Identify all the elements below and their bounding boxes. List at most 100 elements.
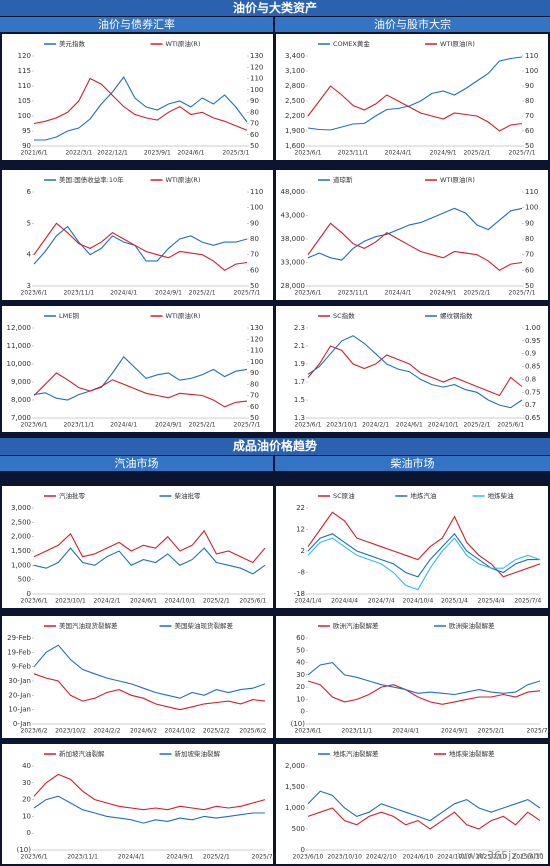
y-tick-label: 3,000 [11,504,31,512]
x-tick-label: 2023/11/1 [341,728,372,735]
x-tick-label: 2024/7/4 [368,598,395,605]
chart-panel [276,306,548,432]
x-tick-label: 2024/9/1 [430,150,457,157]
x-tick-label: 2024/9/1 [155,422,182,429]
x-tick-label: 2023/6/1 [295,290,322,297]
y-tick-label: 105 [18,97,31,105]
y-tick-label: 100 [18,112,31,120]
y2-tick-label: 110 [525,188,538,196]
x-tick-label: 2025/2/2 [203,728,230,735]
legend-label: SC原油 [333,491,355,500]
y-tick-label: 33,000 [281,259,306,267]
legend-label: WTI原油(R) [440,175,475,184]
y-tick-label: 12,000 [7,324,32,332]
x-tick-label: 2024/4/4 [331,598,358,605]
y-tick-label: 1,500 [285,783,305,791]
y-tick-label: -18 [294,590,305,598]
chart-panel [2,486,273,608]
y2-tick-label: 80 [250,380,259,388]
x-tick-label: 2023/6/2 [21,728,48,735]
chart-panel [2,744,273,864]
y-tick-label: 50 [296,646,305,654]
series-line [33,355,248,401]
legend-label: 美国柴油现货裂解差 [175,621,234,630]
series-line [33,77,248,131]
y-tick-label: 2 [301,547,305,555]
x-tick-label: 2024/9/1 [155,290,182,297]
x-tick-label: 2023/10/10 [327,854,362,861]
x-tick-label: 2023/6/1 [21,598,48,605]
y2-tick-label: 50 [525,282,534,290]
section-header: 油价与大类资产 [0,0,550,16]
y-tick-label: 1.3 [294,414,305,422]
y-tick-label: 500 [292,825,305,833]
x-tick-label: 2024/9/1 [430,290,457,297]
x-tick-label: 2024/10/1 [428,422,459,429]
y2-tick-label: 50 [250,142,259,150]
y-tick-label: 95 [22,127,31,135]
x-tick-label: 2025/7/4 [514,598,541,605]
x-tick-label: 2024/2/2 [93,728,120,735]
y-tick-label: -8 [298,569,305,577]
y2-tick-label: 100 [250,86,263,94]
y-tick-label: 10-Jan [8,706,31,714]
series-line [307,532,540,578]
series-line [307,222,523,271]
x-tick-label: 2024/6/1 [130,598,157,605]
series-line [34,75,248,141]
y2-tick-label: 90 [250,97,259,105]
y2-tick-label: 70 [250,120,259,128]
x-tick-label: 2025/4/4 [478,598,505,605]
x-tick-label: 2023/9/1 [144,150,171,157]
chart-panel [276,616,548,738]
x-tick-label: 2025/6/2 [239,728,266,735]
y-tick-label: 1.7 [294,378,305,386]
x-tick-label: 2025/2/1 [478,728,505,735]
y-tick-label: 2,800 [285,82,305,90]
legend-label: 柴油批零 [175,491,202,500]
y-tick-label: 0 [301,708,305,716]
y-tick-label: 120 [18,52,31,60]
x-tick-label: 2023/6/1 [21,854,48,861]
y-tick-label: 4 [27,251,32,259]
x-tick-label: 2024/4/1 [110,422,137,429]
series-line [33,673,266,711]
y2-tick-label: 100 [250,204,263,212]
y-tick-label: 0 [27,590,31,598]
y-tick-label: 3,400 [285,52,305,60]
x-tick-label: 2024/10/2 [165,728,196,735]
x-tick-label: 2025/6/1 [239,598,266,605]
y2-tick-label: 80 [250,108,259,116]
legend-label: 欧洲柴油裂解差 [449,621,495,630]
y2-tick-label: 70 [250,392,259,400]
x-tick-label: 2025/6/1 [497,422,524,429]
x-tick-label: 2024/10/10 [437,854,472,861]
legend-label: 地炼柴油 [488,491,514,500]
x-tick-label: 2023/11/1 [67,854,98,861]
x-tick-label: 2023/11/1 [338,150,369,157]
watermark: www.365jz.com [457,849,544,862]
y-tick-label: 3 [27,282,31,290]
y-tick-label: 11,000 [7,342,32,350]
y2-tick-label: 70 [525,112,534,120]
series-line [307,790,541,822]
y-tick-label: 2.1 [294,342,305,350]
x-tick-label: 2023/10/1 [326,422,357,429]
x-tick-label: 2022/12/1 [97,150,128,157]
x-tick-label: 2023/11/1 [63,290,94,297]
x-tick-label: 2025/2/1 [203,854,230,861]
y-tick-label: 20 [22,796,31,804]
chart-panel [2,616,273,738]
series-line [307,85,523,132]
x-tick-label: 2025/7/1 [234,290,261,297]
y-tick-label: 6 [27,188,32,196]
y2-tick-label: 110 [250,188,263,196]
legend-label: WTI原油(R) [166,39,201,48]
chart-panel [276,34,548,160]
y2-tick-label: 0.8 [525,375,536,383]
series-line [307,537,541,591]
y-tick-label: 1.5 [294,396,305,404]
x-tick-label: 2024/6/1 [396,422,423,429]
y2-tick-label: 110 [525,52,538,60]
